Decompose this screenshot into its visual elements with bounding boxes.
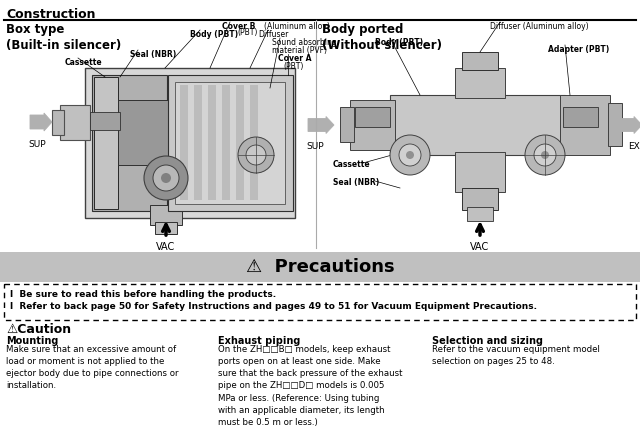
Bar	[560, 95, 610, 155]
Bar	[52, 110, 64, 135]
Bar	[4, 284, 636, 320]
Circle shape	[534, 144, 556, 166]
Bar	[0, 252, 640, 282]
Text: VAC: VAC	[156, 242, 175, 252]
Circle shape	[238, 137, 274, 173]
Circle shape	[541, 151, 549, 159]
Text: Body (PBT): Body (PBT)	[190, 30, 238, 39]
Text: Make sure that an excessive amount of
load or moment is not applied to the
eject: Make sure that an excessive amount of lo…	[6, 345, 179, 390]
Bar	[118, 100, 168, 165]
Bar	[92, 75, 167, 211]
FancyArrow shape	[308, 116, 334, 134]
Text: Body ported
(Without silencer): Body ported (Without silencer)	[322, 23, 442, 52]
Circle shape	[153, 165, 179, 191]
Bar	[350, 100, 395, 150]
Bar	[155, 222, 177, 234]
Bar	[455, 152, 505, 192]
FancyArrow shape	[622, 116, 640, 134]
Text: Refer to the vacuum equipment model
selection on pages 25 to 48.: Refer to the vacuum equipment model sele…	[432, 345, 600, 366]
Text: Body (PBT): Body (PBT)	[375, 38, 423, 47]
Text: Cover B: Cover B	[222, 22, 255, 31]
Text: Construction: Construction	[6, 8, 95, 21]
Bar	[355, 107, 390, 127]
Bar	[467, 207, 493, 221]
Circle shape	[399, 144, 421, 166]
Text: SUP: SUP	[306, 142, 324, 151]
Bar	[250, 85, 258, 200]
Bar	[455, 68, 505, 98]
Text: ⚠  Precautions: ⚠ Precautions	[246, 258, 394, 276]
Text: Box type
(Built-in silencer): Box type (Built-in silencer)	[6, 23, 121, 52]
Bar	[208, 85, 216, 200]
Text: l  Be sure to read this before handling the products.: l Be sure to read this before handling t…	[10, 290, 276, 299]
Circle shape	[144, 156, 188, 200]
Text: l  Refer to back page 50 for Safety Instructions and pages 49 to 51 for Vacuum E: l Refer to back page 50 for Safety Instr…	[10, 302, 537, 311]
Bar	[85, 68, 295, 218]
Bar	[60, 105, 90, 140]
Text: (Aluminum alloy): (Aluminum alloy)	[264, 22, 330, 31]
Bar	[340, 107, 354, 142]
Text: Exhaust piping: Exhaust piping	[218, 336, 300, 346]
Text: ⚠Caution: ⚠Caution	[6, 323, 71, 336]
Text: EXH: EXH	[628, 142, 640, 151]
Text: Diffuser: Diffuser	[258, 30, 289, 39]
FancyArrow shape	[30, 113, 52, 131]
Text: SUP: SUP	[28, 140, 45, 149]
Bar	[194, 85, 202, 200]
Text: Selection and sizing: Selection and sizing	[432, 336, 543, 346]
Bar	[563, 107, 598, 127]
Circle shape	[246, 145, 266, 165]
Circle shape	[390, 135, 430, 175]
Bar	[222, 85, 230, 200]
Circle shape	[161, 173, 171, 183]
Text: Cassette: Cassette	[65, 58, 102, 67]
Circle shape	[525, 135, 565, 175]
Bar	[462, 188, 498, 210]
Bar	[94, 77, 118, 209]
Text: Cassette: Cassette	[333, 160, 371, 169]
Text: Adapter (PBT): Adapter (PBT)	[548, 45, 609, 54]
Text: Diffuser (Aluminum alloy): Diffuser (Aluminum alloy)	[490, 22, 589, 31]
Bar	[236, 85, 244, 200]
Bar	[462, 52, 498, 70]
Text: Cover A: Cover A	[278, 54, 312, 63]
Text: Seal (NBR): Seal (NBR)	[333, 178, 380, 187]
Bar	[150, 205, 182, 225]
Bar	[390, 95, 565, 155]
Text: (PBT): (PBT)	[237, 28, 257, 37]
Text: (PBT): (PBT)	[283, 62, 303, 71]
Text: Sound absorbing: Sound absorbing	[272, 38, 337, 47]
Bar	[180, 85, 188, 200]
Text: Mounting: Mounting	[6, 336, 58, 346]
Text: On the ZH□□B□ models, keep exhaust
ports open on at least one side. Make
sure th: On the ZH□□B□ models, keep exhaust ports…	[218, 345, 403, 428]
Text: Seal (NBR): Seal (NBR)	[130, 50, 176, 59]
Bar	[90, 112, 120, 130]
Bar	[168, 75, 293, 211]
Bar	[175, 82, 285, 204]
Circle shape	[406, 151, 414, 159]
Bar	[608, 103, 622, 146]
Text: material (PVF): material (PVF)	[272, 46, 327, 55]
Text: VAC: VAC	[470, 242, 490, 252]
